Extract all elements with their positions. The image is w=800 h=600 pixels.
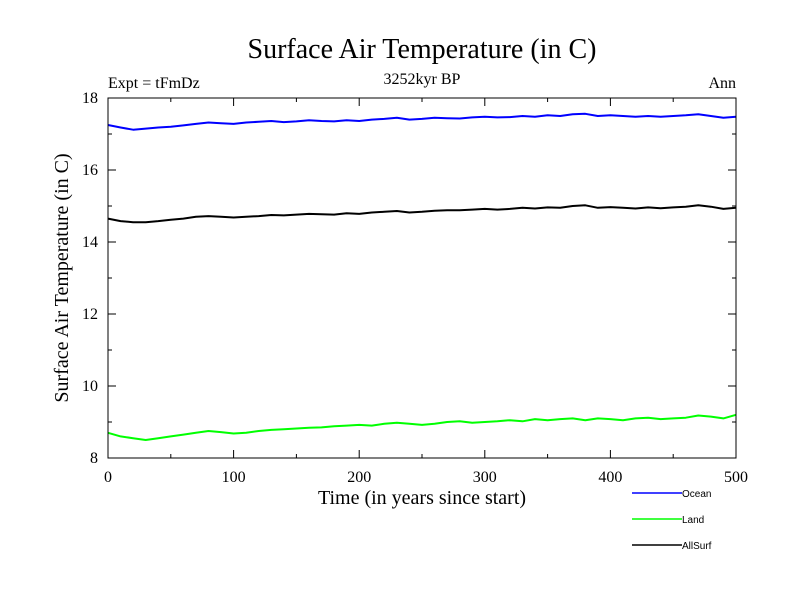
legend-label-ocean: Ocean — [682, 489, 711, 500]
series-line-land — [107, 413, 737, 441]
series-layer — [107, 112, 737, 441]
chart-subtitle: 3252kyr BP — [384, 71, 461, 88]
chart-title: Surface Air Temperature (in C) — [248, 34, 597, 65]
y-axis-label: Surface Air Temperature (in C) — [51, 153, 73, 402]
x-axis-label: Time (in years since start) — [318, 487, 526, 509]
season-label: Ann — [708, 75, 736, 92]
x-tick-label: 100 — [222, 469, 246, 486]
legend: Ocean Land AllSurf — [632, 489, 712, 552]
y-tick-label: 16 — [82, 162, 98, 179]
x-tick-label: 400 — [598, 469, 622, 486]
series-line-allsurf — [107, 204, 737, 224]
x-tick-label: 300 — [473, 469, 497, 486]
y-tick-label: 8 — [90, 450, 98, 467]
series-line-ocean — [107, 112, 737, 131]
x-tick-label: 0 — [104, 469, 112, 486]
legend-label-allsurf: AllSurf — [682, 541, 712, 552]
x-tick-label: 500 — [724, 469, 748, 486]
experiment-label: Expt = tFmDz — [108, 75, 200, 92]
x-tick-label: 200 — [347, 469, 371, 486]
y-tick-label: 12 — [82, 306, 98, 323]
plot-frame — [107, 97, 737, 459]
y-tick-label: 14 — [82, 234, 98, 251]
legend-label-land: Land — [682, 515, 704, 526]
y-tick-label: 18 — [82, 90, 98, 107]
y-tick-label: 10 — [82, 378, 98, 395]
tick-layer: 0 100 200 300 400 500 8 10 12 14 16 18 — [82, 90, 748, 486]
